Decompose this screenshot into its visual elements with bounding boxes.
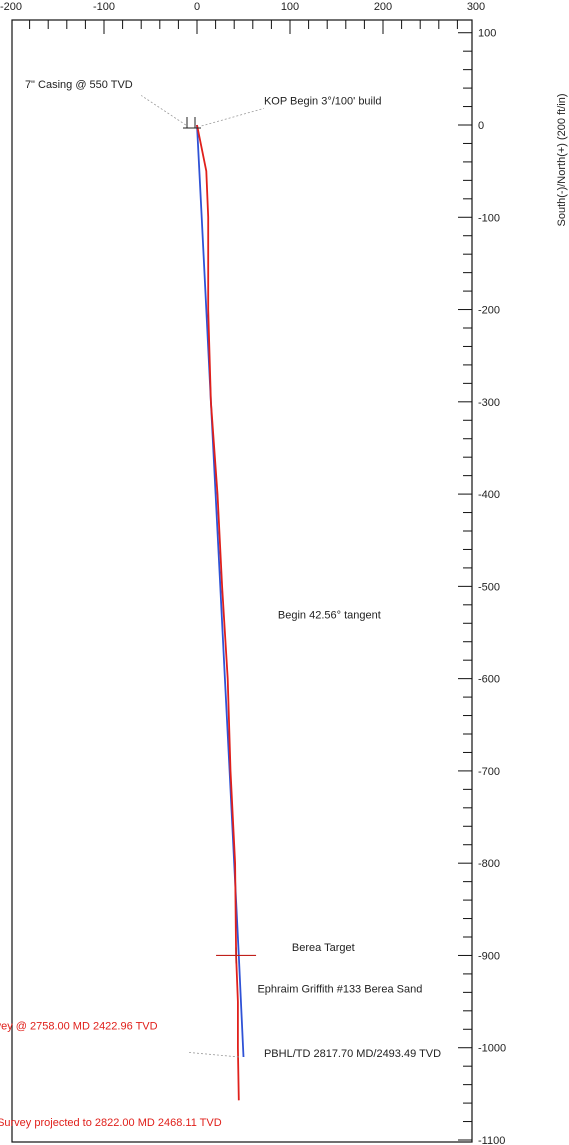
x-tick-label: -100 (93, 1, 115, 13)
casing-leader (140, 95, 187, 126)
y-tick-label: -300 (478, 397, 500, 409)
x-tick-label: 300 (467, 1, 485, 13)
annotation-label: Survey projected to 2822.00 MD 2468.11 T… (0, 1117, 222, 1129)
annotation-label: PBHL/TD 2817.70 MD/2493.49 TVD (264, 1048, 441, 1060)
y-tick-label: -600 (478, 674, 500, 686)
x-tick-label: -200 (0, 1, 22, 13)
y-tick-label: -1100 (478, 1135, 505, 1145)
annotation-label: KOP Begin 3°/100' build (264, 96, 382, 108)
survey-trajectory-line (196, 124, 240, 1101)
annotation-label: Berea Target (292, 942, 355, 954)
plot-frame (11, 19, 473, 1143)
y-tick-label: -100 (478, 212, 500, 224)
y-axis: 100 0 -100 -200 -300 -400 -500 -600 -700 -800 -900… (458, 28, 506, 1145)
y-tick-label: 0 (478, 120, 484, 132)
annotation-label: 7" Casing @ 550 TVD (25, 79, 133, 91)
y-tick-label: 100 (478, 28, 496, 40)
annotation-label: Survey @ 2758.00 MD 2422.96 TVD (0, 1020, 158, 1032)
x-axis: -200 -100 0 100 200 300 (0, 1, 485, 34)
y-tick-label: -700 (478, 766, 500, 778)
y-tick-label: -1000 (478, 1043, 506, 1055)
y-axis-title: South(-)/North(+) (200 ft/in) (556, 94, 568, 227)
annotation-label: Begin 42.56° tangent (278, 610, 381, 622)
y-tick-label: -400 (478, 489, 500, 501)
x-tick-label: 0 (194, 1, 200, 13)
y-tick-label: -200 (478, 305, 500, 317)
annotation-layer: 7" Casing @ 550 TVD KOP Begin 3°/100' bui… (0, 79, 441, 1129)
y-tick-label: -800 (478, 858, 500, 870)
y-tick-label: -500 (478, 581, 500, 593)
annotation-label: Ephraim Griffith #133 Berea Sand (257, 983, 422, 995)
y-tick-label: -900 (478, 950, 500, 962)
kop-leader (201, 108, 265, 127)
x-tick-label: 100 (281, 1, 299, 13)
plot-border (11, 19, 473, 1143)
pbhl-leader (187, 1051, 239, 1058)
marker-layer (140, 95, 265, 1058)
x-tick-label: 200 (374, 1, 392, 13)
series-layer (196, 124, 245, 1101)
